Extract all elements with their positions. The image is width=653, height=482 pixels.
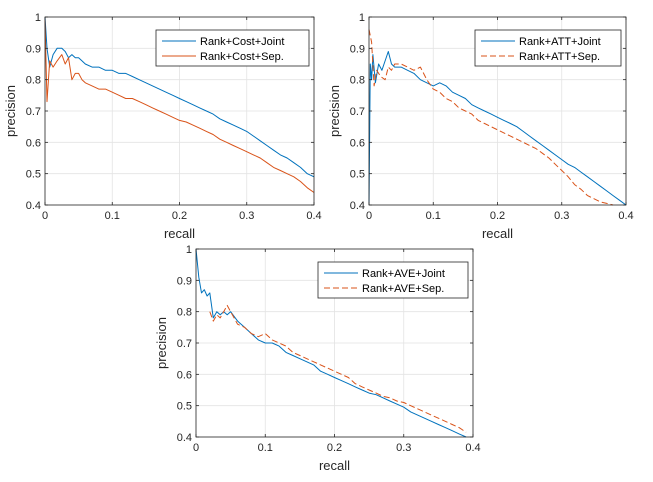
y-tick-label: 0.7: [26, 106, 41, 118]
x-axis-label: recall: [319, 458, 350, 473]
y-tick-label: 0.8: [26, 75, 41, 87]
x-tick-label: 0.1: [426, 210, 441, 222]
legend-label-2: Rank+Cost+Sep.: [200, 51, 284, 63]
y-tick-label: 0.9: [350, 43, 365, 55]
x-tick-label: 0: [193, 442, 199, 454]
legend-label-2: Rank+ATT+Sep.: [519, 51, 600, 63]
y-tick-label: 0.7: [350, 106, 365, 118]
y-tick-label: 0.4: [26, 200, 41, 212]
y-tick-label: 0.5: [177, 401, 192, 413]
x-tick-label: 0.4: [618, 210, 633, 222]
y-tick-label: 0.6: [26, 137, 41, 149]
legend-label-1: Rank+Cost+Joint: [200, 36, 284, 48]
y-tick-label: 0.6: [177, 369, 192, 381]
x-tick-label: 0.4: [465, 442, 480, 454]
legend-label-1: Rank+ATT+Joint: [519, 36, 601, 48]
x-tick-label: 0.2: [172, 210, 187, 222]
x-tick-label: 0.3: [554, 210, 569, 222]
y-axis-label: precision: [3, 85, 18, 137]
y-tick-label: 1: [186, 244, 192, 256]
y-axis-label: precision: [154, 317, 169, 369]
x-tick-label: 0.3: [239, 210, 254, 222]
y-tick-label: 0.9: [26, 43, 41, 55]
series-line-1: [44, 16, 315, 178]
x-tick-label: 0.2: [327, 442, 342, 454]
legend: Rank+ATT+Joint Rank+ATT+Sep.: [474, 29, 622, 67]
legend: Rank+Cost+Joint Rank+Cost+Sep.: [155, 29, 310, 67]
x-tick-label: 0: [366, 210, 372, 222]
x-axis-label: recall: [164, 226, 195, 241]
legend: Rank+AVE+Joint Rank+AVE+Sep.: [317, 261, 469, 299]
y-tick-label: 0.8: [177, 307, 192, 319]
y-tick-label: 0.5: [350, 169, 365, 181]
y-tick-label: 0.9: [177, 275, 192, 287]
y-tick-label: 1: [359, 12, 365, 24]
series-line-1: [195, 248, 467, 438]
legend-label-2: Rank+AVE+Sep.: [362, 283, 444, 295]
x-axis-label: recall: [482, 226, 513, 241]
y-tick-label: 0.8: [350, 75, 365, 87]
series-line-2: [44, 20, 315, 193]
y-tick-label: 0.6: [350, 137, 365, 149]
chart-panel-3: 0 0.1 0.2 0.3 0.4 0.4 0.5 0.6 0.7 0.8 0.9 1 recall pr…: [154, 244, 481, 473]
y-tick-label: 0.7: [177, 338, 192, 350]
y-axis-label: precision: [327, 85, 342, 137]
y-tick-label: 0.4: [177, 432, 192, 444]
x-tick-label: 0.4: [306, 210, 321, 222]
series-line-1: [368, 51, 627, 206]
series-line-2: [368, 29, 614, 206]
y-tick-label: 1: [35, 12, 41, 24]
y-tick-label: 0.4: [350, 200, 365, 212]
legend-box: [474, 29, 622, 67]
x-tick-label: 0.2: [490, 210, 505, 222]
chart-panel-1: 0 0.1 0.2 0.3 0.4 0.4 0.5 0.6 0.7 0.8 0.9 1 recall pr…: [3, 12, 322, 241]
chart-panel-2: 0 0.1 0.2 0.3 0.4 0.4 0.5 0.6 0.7 0.8 0.9 1 recall pr…: [327, 12, 634, 241]
legend-box: [155, 29, 310, 67]
x-tick-label: 0.1: [258, 442, 273, 454]
legend-label-1: Rank+AVE+Joint: [362, 268, 445, 280]
x-tick-label: 0.3: [396, 442, 411, 454]
legend-box: [317, 261, 469, 299]
y-tick-label: 0.5: [26, 169, 41, 181]
x-tick-label: 0.1: [105, 210, 120, 222]
series-line-2: [209, 304, 467, 433]
x-tick-label: 0: [42, 210, 48, 222]
